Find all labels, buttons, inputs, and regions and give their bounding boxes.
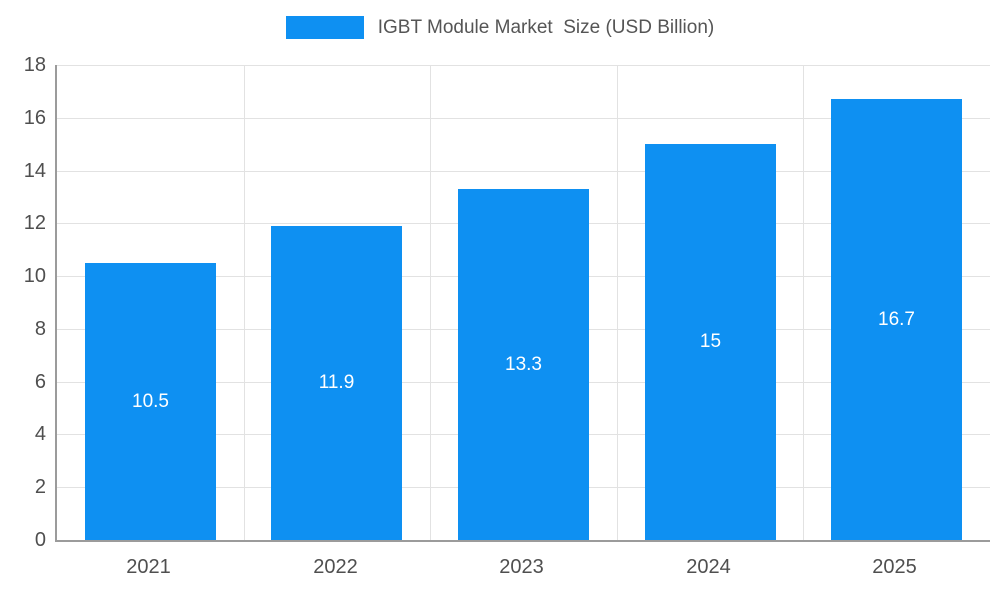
bar-2025: 16.7 bbox=[831, 99, 962, 540]
y-tick-label: 4 bbox=[34, 423, 46, 445]
x-tick-label: 2022 bbox=[313, 556, 358, 578]
bar-value-label: 13.3 bbox=[505, 353, 542, 375]
y-tick-label: 12 bbox=[23, 212, 46, 234]
y-tick-label: 0 bbox=[34, 529, 46, 551]
bar-value-label: 10.5 bbox=[132, 390, 169, 412]
y-tick-label: 8 bbox=[34, 318, 46, 340]
y-tick-label: 14 bbox=[23, 160, 46, 182]
y-tick-label: 10 bbox=[23, 265, 46, 287]
x-tick-label: 2024 bbox=[686, 556, 731, 578]
bar-2023: 13.3 bbox=[458, 189, 589, 540]
bar-value-label: 15 bbox=[699, 331, 722, 352]
v-gridline bbox=[617, 65, 618, 540]
y-tick-label: 18 bbox=[23, 54, 46, 76]
chart-legend: IGBT Module Market Size (USD Billion) bbox=[0, 16, 1000, 39]
x-tick-label: 2025 bbox=[872, 556, 917, 578]
plot-area: 10.5 11.9 13.3 15 16.7 bbox=[55, 65, 990, 542]
bar-value-label: 11.9 bbox=[318, 372, 355, 393]
legend-swatch-icon bbox=[285, 16, 364, 39]
h-gridline bbox=[57, 171, 990, 172]
h-gridline bbox=[57, 118, 990, 119]
x-tick-label: 2023 bbox=[499, 556, 544, 578]
bar-2024: 15 bbox=[645, 144, 776, 540]
v-gridline bbox=[803, 65, 804, 540]
v-gridline bbox=[244, 65, 245, 540]
bar-2022: 11.9 bbox=[271, 226, 402, 540]
bar-2021: 10.5 bbox=[85, 263, 216, 540]
y-tick-label: 16 bbox=[23, 107, 46, 129]
x-tick-label: 2021 bbox=[126, 556, 171, 578]
y-tick-label: 6 bbox=[34, 371, 46, 393]
h-gridline bbox=[57, 65, 990, 66]
y-tick-label: 2 bbox=[34, 476, 46, 498]
legend-label: IGBT Module Market Size (USD Billion) bbox=[377, 16, 715, 38]
bar-value-label: 16.7 bbox=[878, 308, 915, 330]
v-gridline bbox=[430, 65, 431, 540]
